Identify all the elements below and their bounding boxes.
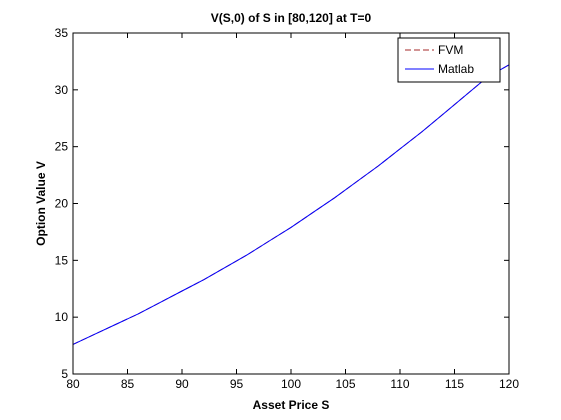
- x-tick-label: 95: [230, 377, 244, 391]
- x-tick-label: 80: [66, 377, 80, 391]
- chart-title: V(S,0) of S in [80,120] at T=0: [211, 11, 372, 25]
- x-tick-label: 105: [335, 377, 355, 391]
- y-tick-label: 15: [55, 253, 69, 267]
- y-tick-label: 35: [55, 26, 69, 40]
- x-tick-label: 110: [390, 377, 409, 391]
- series-line-matlab: [72, 64, 510, 345]
- x-tick-label: 120: [499, 377, 519, 391]
- y-tick-label: 10: [55, 310, 69, 324]
- y-tick-label: 30: [55, 83, 69, 97]
- x-axis-label: Asset Price S: [253, 398, 330, 412]
- legend-label-matlab: Matlab: [438, 62, 474, 76]
- legend-label-fvm: FVM: [438, 43, 463, 57]
- series-line-fvm: [72, 64, 510, 345]
- x-tick-label: 100: [281, 377, 301, 391]
- y-tick-label: 5: [61, 367, 68, 381]
- legend-box: [397, 37, 501, 83]
- y-tick-label: 20: [55, 197, 69, 211]
- legend: FVM Matlab: [397, 37, 501, 83]
- x-tick-label: 85: [121, 377, 135, 391]
- plot-frame: [72, 32, 510, 375]
- y-axis-label: Option Value V: [34, 161, 48, 246]
- x-tick-label: 90: [175, 377, 189, 391]
- x-tick-label: 115: [445, 377, 464, 391]
- y-tick-label: 25: [55, 140, 69, 154]
